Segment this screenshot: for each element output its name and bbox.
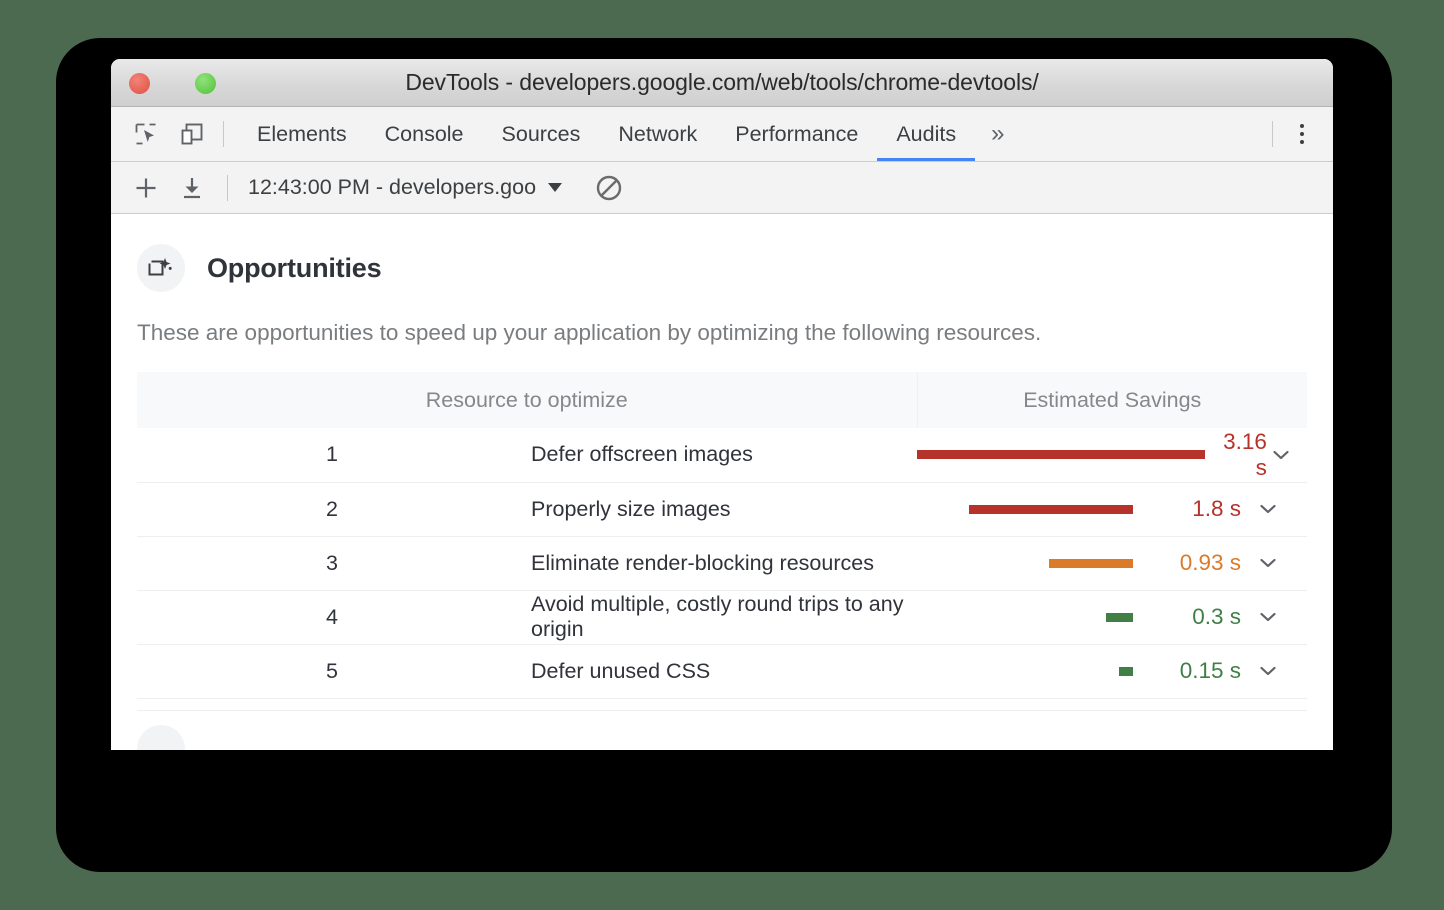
tab-strip-divider	[223, 121, 224, 147]
savings-bar	[1119, 666, 1133, 676]
savings-inner: 1.8 s	[917, 496, 1295, 522]
savings-bar	[969, 504, 1133, 514]
row-rank: 2	[326, 496, 338, 521]
table-row[interactable]: 2 Properly size images 1.8 s	[137, 482, 1307, 536]
opportunities-section-header: Opportunities	[111, 244, 1333, 292]
row-rank: 5	[326, 658, 338, 683]
tab-console[interactable]: Console	[384, 121, 464, 146]
savings-value: 3.16 s	[1223, 428, 1267, 480]
page-title: Opportunities	[207, 252, 382, 283]
savings-bar-track	[917, 558, 1145, 568]
devtools-window: DevTools - developers.google.com/web/too…	[111, 59, 1333, 750]
row-savings-cell: 0.93 s	[917, 536, 1307, 590]
tab-sources[interactable]: Sources	[501, 121, 581, 146]
row-expand-chevron-icon[interactable]	[1241, 660, 1295, 682]
savings-value: 0.93 s	[1179, 550, 1241, 575]
section-description: These are opportunities to speed up your…	[137, 320, 1042, 345]
close-button[interactable]	[129, 72, 150, 94]
opportunity-sparkle-icon	[137, 244, 185, 292]
tab-audits[interactable]: Audits	[877, 107, 975, 161]
row-savings-cell: 1.8 s	[917, 482, 1307, 536]
table-row[interactable]: 3 Eliminate render-blocking resources 0.93…	[137, 536, 1307, 590]
savings-inner: 0.15 s	[917, 658, 1295, 684]
row-resource-label: Defer offscreen images	[531, 442, 753, 467]
tab-elements[interactable]: Elements	[257, 121, 347, 146]
table-row[interactable]: 1 Defer offscreen images 3.16 s	[137, 428, 1307, 482]
row-rank: 4	[326, 604, 338, 629]
row-expand-chevron-icon[interactable]	[1267, 444, 1295, 466]
minimize-button[interactable]	[162, 73, 183, 94]
window-title-bar: DevTools - developers.google.com/web/too…	[111, 59, 1333, 107]
window-title: DevTools - developers.google.com/web/too…	[405, 69, 1039, 95]
report-selector-dropdown[interactable]: 12:43:00 PM - developers.goo	[248, 175, 563, 200]
zoom-button[interactable]	[195, 72, 216, 94]
savings-value: 1.8 s	[1192, 496, 1241, 521]
row-expand-chevron-icon[interactable]	[1241, 498, 1295, 520]
traffic-lights	[129, 59, 216, 107]
more-tabs-chevron-icon[interactable]: »	[991, 120, 1005, 147]
row-resource-label: Defer unused CSS	[531, 658, 711, 683]
table-header: Resource to optimize Estimated Savings	[137, 372, 1307, 428]
savings-bar-track	[917, 504, 1145, 514]
savings-value: 0.15 s	[1179, 658, 1241, 683]
chevron-down-icon	[548, 183, 563, 192]
column-header-resource: Resource to optimize	[137, 372, 918, 428]
device-toolbar-icon[interactable]	[177, 119, 207, 149]
tab-strip-tool-icons	[111, 107, 223, 161]
row-savings-cell: 0.3 s	[917, 590, 1307, 644]
next-section-divider	[137, 710, 1307, 750]
column-header-savings: Estimated Savings	[917, 372, 1307, 428]
row-rank: 3	[326, 550, 338, 575]
row-savings-cell: 0.15 s	[917, 644, 1307, 698]
table-row[interactable]: 5 Defer unused CSS 0.15 s	[137, 644, 1307, 698]
savings-bar-track	[917, 612, 1145, 622]
tab-strip-right-group	[1272, 107, 1333, 161]
inspect-element-icon[interactable]	[131, 119, 161, 149]
row-resource-label: Avoid multiple, costly round trips to an…	[531, 592, 904, 641]
table-row[interactable]: 4 Avoid multiple, costly round trips to a…	[137, 590, 1307, 644]
savings-bar	[917, 450, 1205, 460]
savings-bar	[1106, 612, 1133, 622]
savings-inner: 3.16 s	[917, 429, 1295, 481]
tab-strip-divider-right	[1272, 121, 1273, 147]
row-savings-cell: 3.16 s	[917, 428, 1307, 482]
row-resource-label: Properly size images	[531, 496, 731, 521]
devtools-tab-strip: Elements Console Sources Network Perform…	[111, 107, 1333, 162]
opportunities-table: Resource to optimize Estimated Savings 1…	[137, 372, 1307, 699]
audits-toolbar-divider	[227, 174, 228, 201]
row-rank: 1	[326, 442, 338, 467]
tab-performance[interactable]: Performance	[735, 121, 859, 146]
table-body: 1 Defer offscreen images 3.16 s 2 Properly s…	[137, 428, 1307, 698]
report-selector-label: 12:43:00 PM - developers.goo	[248, 175, 537, 199]
no-entry-icon[interactable]	[594, 173, 624, 203]
vertical-dots-icon[interactable]	[1289, 119, 1315, 149]
row-expand-chevron-icon[interactable]	[1241, 606, 1295, 628]
savings-bar-track	[917, 450, 1217, 460]
table-header-row: Resource to optimize Estimated Savings	[137, 372, 1307, 428]
tab-network[interactable]: Network	[618, 121, 698, 146]
next-section-badge-icon	[137, 725, 185, 750]
plus-icon[interactable]	[131, 173, 161, 203]
savings-bar-track	[917, 666, 1145, 676]
audits-report-body: Opportunities These are opportunities to…	[111, 214, 1333, 750]
savings-inner: 0.3 s	[917, 604, 1295, 630]
savings-bar	[1049, 558, 1133, 568]
savings-value: 0.3 s	[1192, 604, 1241, 629]
audits-toolbar: 12:43:00 PM - developers.goo	[111, 162, 1333, 214]
row-resource-label: Eliminate render-blocking resources	[531, 550, 874, 575]
devtools-tabs: Elements Console Sources Network Perform…	[224, 107, 1020, 161]
savings-inner: 0.93 s	[917, 550, 1295, 576]
download-icon[interactable]	[177, 173, 207, 203]
row-expand-chevron-icon[interactable]	[1241, 552, 1295, 574]
